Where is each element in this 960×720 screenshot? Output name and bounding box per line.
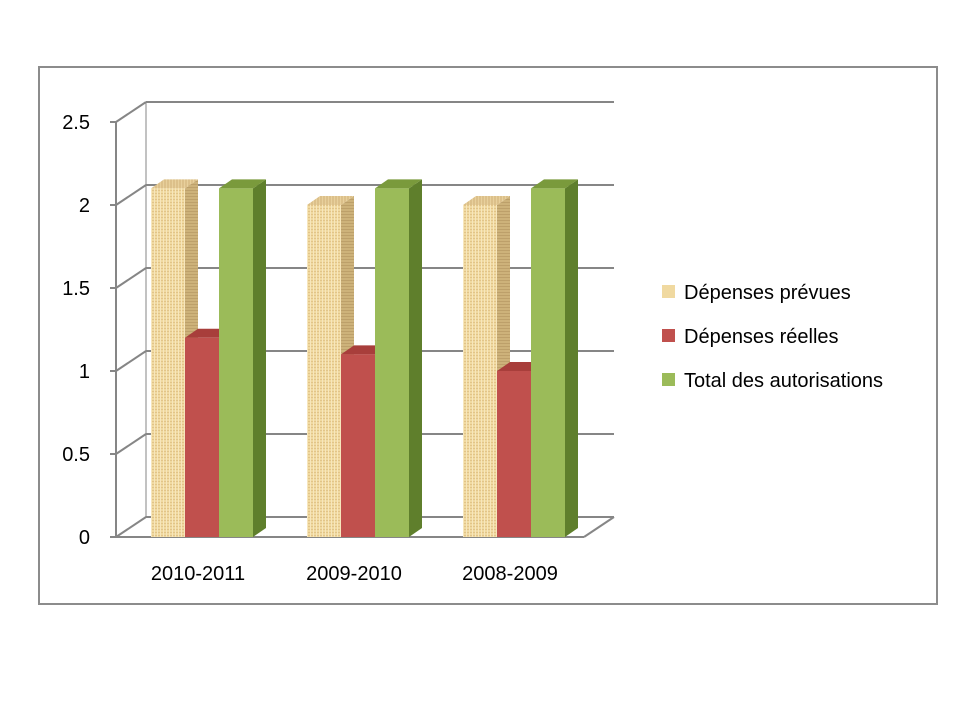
bar-top-face (307, 196, 354, 205)
gridline-side (115, 184, 147, 206)
gridline-side (115, 267, 147, 289)
x-tick-label: 2008-2009 (462, 563, 558, 585)
bar-side-face (253, 179, 266, 537)
y-tick-label: 1 (79, 361, 90, 383)
x-tick-label: 2009-2010 (306, 563, 402, 585)
gridline-side (115, 350, 147, 372)
legend-label: Dépenses prévues (684, 282, 851, 304)
y-tick-label: 0.5 (62, 444, 90, 466)
bar-side-face (409, 179, 422, 537)
floor-edge (583, 516, 615, 538)
bar (185, 337, 219, 537)
bar (375, 188, 409, 537)
gridline-side (115, 516, 147, 538)
y-tick-label: 2 (79, 195, 90, 217)
legend-swatch (662, 373, 675, 386)
bar (151, 188, 185, 537)
bar (341, 354, 375, 537)
bar-top-face (375, 179, 422, 189)
legend-layer: Dépenses prévues Dépenses réelles Total de… (662, 282, 883, 392)
legend-swatch (662, 285, 675, 298)
bar-top-face (463, 196, 510, 205)
y-tick-label: 0 (79, 527, 90, 549)
legend-swatch (662, 329, 675, 342)
y-tick-label: 2.5 (62, 112, 90, 134)
y-tick-label: 1.5 (62, 278, 90, 300)
x-tick-label: 2010-2011 (151, 563, 245, 585)
bar (307, 205, 341, 537)
bar (463, 205, 497, 537)
bar-layer (151, 179, 578, 537)
gridline-side (115, 101, 147, 123)
legend-label: Dépenses réelles (684, 326, 839, 348)
bar-top-face (151, 179, 198, 189)
bar-side-face (565, 179, 578, 537)
gridline-side (115, 433, 147, 455)
legend-label: Total des autorisations (684, 370, 883, 392)
bar-top-face (219, 179, 266, 189)
bar-top-face (531, 179, 578, 189)
bar (497, 371, 531, 537)
label-layer: 0 0.5 1 1.5 2 2.5 2010-2011 2009-2010 2008-2009 (62, 112, 558, 585)
bar (531, 188, 565, 537)
bar (219, 188, 253, 537)
